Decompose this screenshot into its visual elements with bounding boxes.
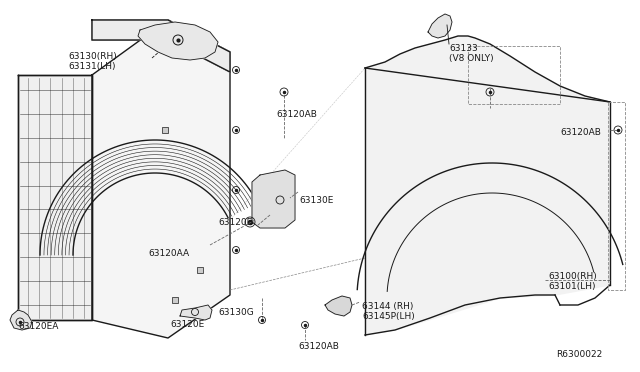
Text: 63101(LH): 63101(LH) xyxy=(548,282,595,291)
Polygon shape xyxy=(365,36,610,335)
Text: 63130(RH): 63130(RH) xyxy=(68,52,116,61)
Text: 63120AB: 63120AB xyxy=(560,128,601,137)
Polygon shape xyxy=(428,14,452,38)
Polygon shape xyxy=(92,20,230,338)
Text: 63100(RH): 63100(RH) xyxy=(548,272,596,281)
Polygon shape xyxy=(10,310,32,330)
Text: 63120AB: 63120AB xyxy=(298,342,339,351)
Text: 63130E: 63130E xyxy=(299,196,333,205)
Polygon shape xyxy=(325,296,352,316)
Text: 63131(LH): 63131(LH) xyxy=(68,62,115,71)
Polygon shape xyxy=(92,20,230,72)
Text: 63144 (RH): 63144 (RH) xyxy=(362,302,413,311)
Text: (V8 ONLY): (V8 ONLY) xyxy=(449,54,493,63)
Text: 63145P(LH): 63145P(LH) xyxy=(362,312,415,321)
Polygon shape xyxy=(180,305,212,320)
Text: 63133: 63133 xyxy=(449,44,477,53)
Text: 63130G: 63130G xyxy=(218,308,253,317)
Text: 63120E: 63120E xyxy=(218,218,252,227)
Text: R6300022: R6300022 xyxy=(556,350,602,359)
Text: 63120EA: 63120EA xyxy=(18,322,58,331)
Polygon shape xyxy=(138,22,218,60)
Text: 63120AB: 63120AB xyxy=(276,110,317,119)
Polygon shape xyxy=(18,75,92,320)
Polygon shape xyxy=(252,170,295,228)
Text: 63120E: 63120E xyxy=(170,320,204,329)
Text: 63120AA: 63120AA xyxy=(148,249,189,258)
